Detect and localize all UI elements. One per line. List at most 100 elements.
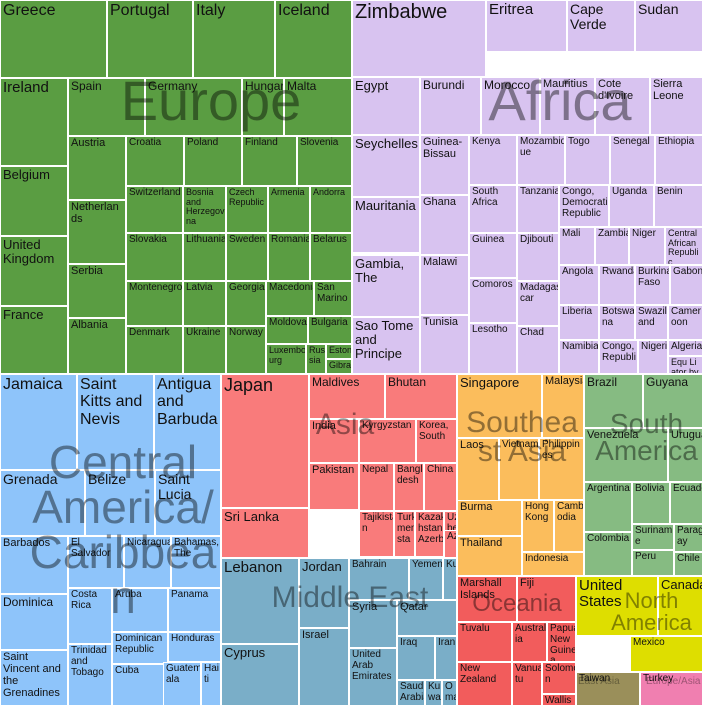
tile-label: Tanzania [520, 186, 559, 197]
tile-label: Aruba [115, 589, 142, 600]
treemap-tile: Denmark [126, 326, 183, 374]
treemap-tile: Eston [326, 344, 352, 359]
tile-label: Albania [71, 319, 108, 331]
treemap-tile: Rus sia [306, 344, 326, 374]
treemap-tile: Burundi [420, 77, 481, 135]
tile-label: Italy [196, 2, 226, 19]
tile-label: Norway [229, 327, 263, 338]
tile-label: Grenada [3, 471, 58, 487]
treemap-tile: Venezuela [584, 428, 668, 482]
treemap-tile: Aruba [112, 588, 168, 632]
treemap-tile: Swazil and [635, 305, 668, 340]
treemap-tile: Wallis [542, 694, 576, 706]
tile-label: Thailand [460, 537, 503, 549]
treemap-tile: Singapore [457, 374, 542, 438]
tile-label: Syria [352, 601, 378, 613]
tile-label: Papua New Guine a [550, 623, 576, 662]
tile-label: Kenya [472, 136, 501, 147]
treemap-tile: Antigua and Barbuda [154, 374, 221, 470]
treemap-tile: Austria [68, 136, 126, 200]
tile-label: Bhutan [388, 375, 427, 389]
tile-label: India [312, 420, 336, 432]
treemap-tile: Ku wa [425, 680, 442, 706]
treemap-tile: Bosnia and Herzegovi na [183, 186, 226, 233]
treemap-tile: Yemen [409, 558, 443, 600]
tile-label: Pakistan [312, 464, 355, 476]
tile-label: Latvia [186, 282, 213, 293]
tile-label: Lesotho [472, 324, 508, 335]
treemap-tile: India [309, 419, 359, 463]
tile-label: Yemen [412, 559, 443, 570]
treemap-tile: Nicaragua [124, 536, 171, 588]
tile-label: Rus sia [309, 345, 326, 365]
tile-label: Turk meni sta [397, 512, 415, 545]
treemap-tile: Camer oon [668, 305, 703, 340]
tile-label: United Arab Emirates [352, 649, 392, 682]
tile-label: Niger [632, 228, 656, 239]
tile-label: Laos [460, 439, 484, 451]
tile-label: Burundi [423, 78, 465, 92]
tile-label: Uruguay [671, 429, 702, 441]
tile-label: Belarus [313, 234, 347, 245]
tile-label: Poland [187, 137, 219, 148]
tile-label: Swazil and [638, 306, 667, 328]
treemap-tile: Chad [517, 326, 559, 374]
tile-label: Hai ti [204, 663, 220, 685]
treemap-tile: Japan [221, 374, 309, 508]
treemap-tile: Serbia [68, 264, 126, 318]
tile-label: Mozambiq ue [520, 136, 565, 158]
treemap-tile: Romania [268, 233, 310, 281]
tile-label: Trinidad and Tobago [71, 645, 107, 678]
treemap-tile: Turk meni sta [394, 511, 415, 557]
tile-label: Singapore [460, 375, 520, 390]
treemap-tile: Iraq [397, 636, 435, 680]
tile-label: Hong Kong [525, 501, 549, 523]
treemap-tile: Trinidad and Tobago [68, 644, 112, 706]
region-label: East Asia [578, 676, 620, 687]
tile-label: Ukraine [186, 327, 221, 338]
tile-label: Benin [657, 186, 683, 197]
tile-label: Namibia [562, 341, 599, 352]
treemap-tile: Sao Tome and Principe [352, 317, 420, 374]
tile-label: Az [447, 531, 456, 542]
treemap-tile: Sweden [226, 233, 268, 281]
treemap-tile: Congo, Republi [599, 340, 638, 374]
treemap-tile: Belgium [0, 166, 68, 236]
treemap-tile: Costa Rica [68, 588, 112, 644]
treemap-tile: Zambia [595, 227, 629, 265]
treemap-tile: Bahamas, The [171, 536, 221, 588]
tile-label: Sudan [638, 1, 679, 17]
treemap-tile: Mexico [630, 636, 703, 672]
treemap-tile: Solomo n [542, 662, 576, 694]
treemap-tile: Az [444, 530, 457, 558]
treemap-tile: Togo [565, 135, 610, 185]
treemap-tile: Ireland [0, 78, 68, 166]
tile-label: Gambia, The [355, 256, 405, 286]
treemap-tile: Jamaica [0, 374, 77, 470]
tile-label: Romania [271, 234, 310, 245]
treemap-tile: Andorra [310, 186, 352, 233]
tile-label: Malta [287, 79, 317, 93]
treemap-tile: Indonesia [522, 552, 584, 576]
treemap-tile: United Kingdom [0, 236, 68, 306]
tile-label: Sao Tome and Principe [355, 318, 414, 362]
tile-label: Rwanda [602, 266, 634, 277]
tile-label: Colombia [587, 533, 630, 544]
treemap-tile: Turkey [640, 672, 703, 706]
tile-label: Camb odia [557, 501, 584, 523]
treemap-tile: El Salvador [68, 536, 124, 588]
tile-label: Marshall Islands [460, 577, 502, 601]
tile-label: Iceland [278, 2, 330, 19]
tile-label: Ireland [3, 79, 49, 96]
treemap-tile: Malawi [420, 255, 469, 315]
treemap-tile: Algeria [668, 340, 703, 356]
treemap-tile: Uruguay [668, 428, 703, 482]
tile-label: O ma [445, 681, 456, 703]
tile-label: Moldova [269, 317, 307, 328]
tile-label: Morocco [484, 78, 531, 92]
tile-label: Seychelles [355, 136, 418, 151]
treemap-tile: Dominica [0, 594, 68, 650]
treemap-tile: Nepal [359, 463, 394, 511]
tile-label: Sri Lanka [224, 509, 279, 524]
tile-label: Slovenia [300, 137, 339, 148]
